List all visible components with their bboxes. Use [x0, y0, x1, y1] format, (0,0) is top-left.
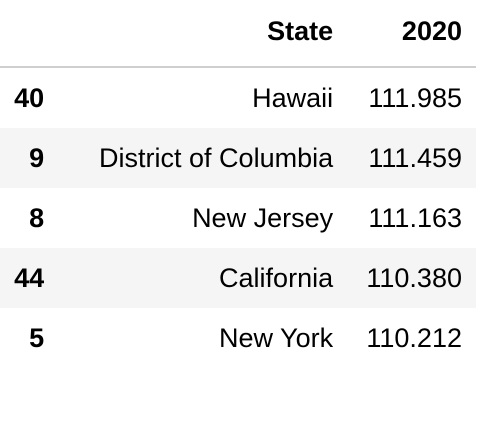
row-value: 111.163 [368, 202, 462, 233]
table-body: 40 Hawaii 111.985 9 District of Columbia… [0, 67, 476, 368]
table-row: 8 New Jersey 111.163 [0, 188, 476, 248]
row-value: 111.459 [368, 142, 462, 173]
row-state: District of Columbia [99, 142, 334, 173]
dataframe-output: State 2020 40 Hawaii 111.985 9 District … [0, 0, 476, 368]
table-row: 44 California 110.380 [0, 248, 476, 308]
dataframe-table: State 2020 40 Hawaii 111.985 9 District … [0, 0, 476, 368]
row-index: 40 [14, 82, 45, 113]
row-state: New Jersey [192, 202, 334, 233]
row-state: New York [219, 322, 334, 353]
header-2020: 2020 [347, 0, 476, 68]
table-header: State 2020 [0, 0, 476, 68]
table-row: 9 District of Columbia 111.459 [0, 128, 476, 188]
row-state: Hawaii [252, 82, 334, 113]
header-row: State 2020 [0, 0, 476, 68]
row-index: 5 [29, 322, 45, 353]
table-row: 40 Hawaii 111.985 [0, 67, 476, 128]
row-index: 8 [29, 202, 45, 233]
header-state: State [56, 0, 348, 68]
header-index [0, 0, 57, 68]
table-row: 5 New York 110.212 [0, 308, 476, 368]
row-value: 111.985 [368, 82, 462, 113]
row-state: California [219, 262, 334, 293]
row-value: 110.380 [366, 262, 462, 293]
row-index: 9 [29, 142, 45, 173]
row-value: 110.212 [366, 322, 462, 353]
row-index: 44 [14, 262, 45, 293]
